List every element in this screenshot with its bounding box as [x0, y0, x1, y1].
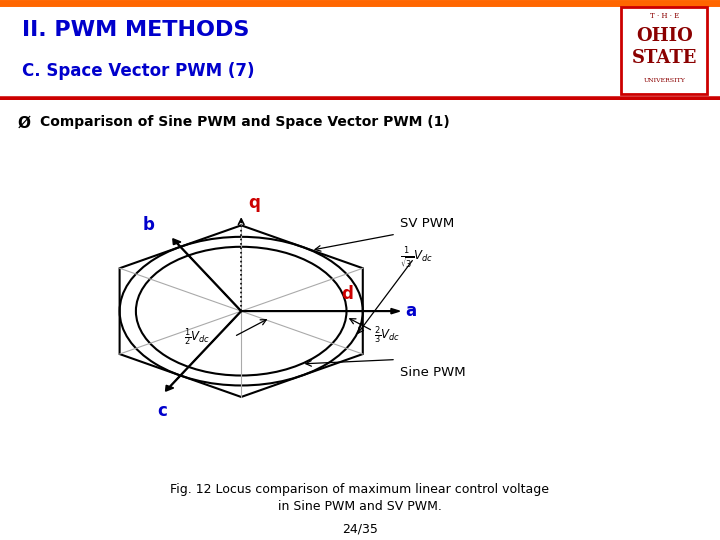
Text: OHIO: OHIO: [636, 27, 693, 45]
Text: b: b: [143, 217, 155, 234]
Text: in Sine PWM and SV PWM.: in Sine PWM and SV PWM.: [278, 501, 442, 514]
FancyArrow shape: [166, 311, 242, 391]
Text: d: d: [341, 285, 353, 303]
Text: T · H · E: T · H · E: [649, 12, 679, 20]
Text: Ø: Ø: [18, 116, 31, 130]
Text: a: a: [405, 302, 416, 320]
Text: II. PWM METHODS: II. PWM METHODS: [22, 20, 249, 40]
FancyArrow shape: [241, 308, 400, 314]
Text: SV PWM: SV PWM: [400, 217, 454, 230]
Text: Sine PWM: Sine PWM: [400, 366, 465, 379]
FancyArrow shape: [173, 239, 242, 312]
Text: c: c: [157, 402, 167, 420]
Text: $\frac{1}{\sqrt{3}}V_{dc}$: $\frac{1}{\sqrt{3}}V_{dc}$: [400, 245, 433, 270]
Text: UNIVERSITY: UNIVERSITY: [643, 78, 685, 83]
Text: Comparison of Sine PWM and Space Vector PWM (1): Comparison of Sine PWM and Space Vector …: [40, 116, 449, 129]
Text: C. Space Vector PWM (7): C. Space Vector PWM (7): [22, 62, 254, 80]
Text: 24/35: 24/35: [342, 523, 378, 536]
Text: q: q: [248, 194, 260, 212]
Text: $\frac{2}{3}V_{dc}$: $\frac{2}{3}V_{dc}$: [374, 325, 401, 346]
Text: $\frac{1}{2}V_{dc}$: $\frac{1}{2}V_{dc}$: [184, 327, 210, 348]
Text: Fig. 12 Locus comparison of maximum linear control voltage: Fig. 12 Locus comparison of maximum line…: [171, 483, 549, 496]
Text: STATE: STATE: [631, 49, 697, 67]
